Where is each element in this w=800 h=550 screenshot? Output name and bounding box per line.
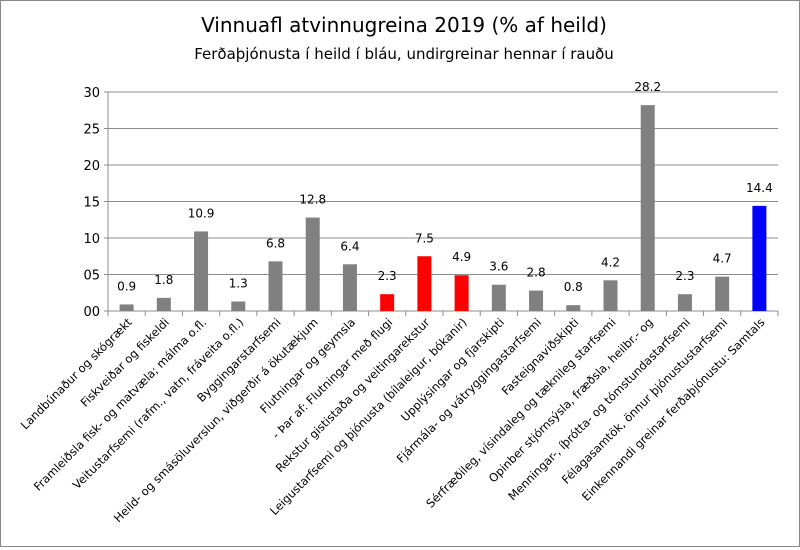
bar <box>715 276 730 311</box>
data-label: 2.8 <box>527 266 546 280</box>
data-label: 10.9 <box>188 206 215 220</box>
bar <box>566 305 581 311</box>
data-label: 7.5 <box>415 231 434 245</box>
data-label: 28.2 <box>634 80 661 94</box>
bar <box>380 294 395 311</box>
category-label: Framleiðsla fisk- og matvæla; málma o.fl… <box>31 315 209 493</box>
bar <box>603 280 618 311</box>
data-label: 4.7 <box>713 252 732 266</box>
y-tick-label: 30 <box>83 86 100 101</box>
data-label: 4.9 <box>452 250 471 264</box>
data-label: 2.3 <box>378 269 397 283</box>
data-label: 6.8 <box>266 236 285 250</box>
bar <box>194 231 209 311</box>
data-label: 12.8 <box>299 193 326 207</box>
bar <box>119 304 134 311</box>
bar <box>417 256 432 311</box>
data-label: 6.4 <box>340 239 359 253</box>
y-tick-label: 25 <box>83 123 100 138</box>
bar <box>529 290 544 311</box>
bar <box>342 264 357 311</box>
data-label: 4.2 <box>601 255 620 269</box>
y-tick-label: 20 <box>83 159 100 174</box>
y-tick-label: 05 <box>83 269 100 284</box>
bar <box>231 301 246 311</box>
y-tick-label: 00 <box>83 305 100 320</box>
bar <box>305 217 320 311</box>
data-label: 14.4 <box>746 181 773 195</box>
data-label: 0.9 <box>117 279 136 293</box>
bar <box>156 297 171 311</box>
bar <box>491 284 506 311</box>
bar <box>454 275 469 311</box>
bar <box>677 294 692 311</box>
chart-title: Vinnuafl atvinnugreina 2019 (% af heild) <box>201 13 607 37</box>
bar <box>640 105 655 311</box>
bar <box>268 261 283 311</box>
data-label: 3.6 <box>489 260 508 274</box>
data-label: 1.3 <box>229 277 248 291</box>
data-label: 1.8 <box>154 273 173 287</box>
data-label: 0.8 <box>564 280 583 294</box>
data-label: 2.3 <box>675 269 694 283</box>
y-tick-label: 15 <box>83 196 100 211</box>
bar <box>752 205 767 311</box>
y-tick-label: 10 <box>83 232 100 247</box>
chart-subtitle: Ferðaþjónusta í heild í bláu, undirgrein… <box>194 45 614 63</box>
category-label: Veitustarfsemi (rafm., vatn, fráveita o.… <box>70 315 247 492</box>
